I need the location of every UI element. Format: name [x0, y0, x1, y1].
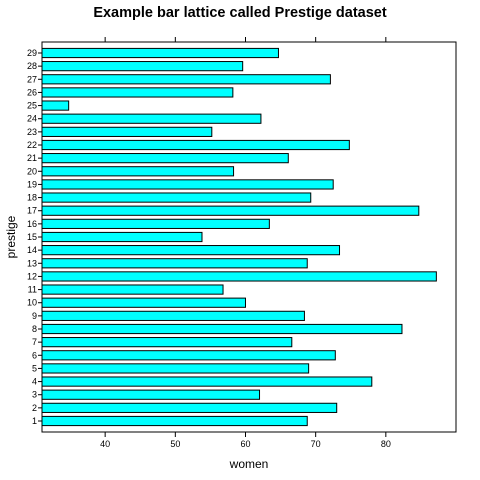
y-tick-label: 8 [32, 324, 37, 334]
y-tick-label: 22 [27, 140, 37, 150]
bar-27 [41, 74, 331, 85]
x-tick-label: 80 [381, 439, 391, 449]
y-tick-label: 6 [32, 350, 37, 360]
y-tick-label: 14 [27, 245, 37, 255]
bar-24 [41, 113, 262, 124]
bar-4 [41, 376, 373, 387]
y-tick-label: 13 [27, 258, 37, 268]
y-tick-label: 2 [32, 403, 37, 413]
bar-18 [41, 192, 312, 203]
bar-13 [41, 258, 308, 269]
y-tick-label: 21 [27, 153, 37, 163]
y-tick-label: 24 [27, 114, 37, 124]
y-tick-label: 9 [32, 311, 37, 321]
y-tick-label: 19 [27, 179, 37, 189]
y-tick-label: 20 [27, 166, 37, 176]
y-tick-label: 7 [32, 337, 37, 347]
bar-10 [41, 297, 246, 308]
y-tick-label: 29 [27, 48, 37, 58]
bar-19 [41, 179, 334, 190]
bar-23 [41, 126, 213, 137]
bar-20 [41, 166, 235, 177]
bar-3 [41, 389, 261, 400]
y-tick-label: 23 [27, 127, 37, 137]
y-tick-label: 18 [27, 193, 37, 203]
bar-14 [41, 245, 341, 256]
y-tick-label: 25 [27, 101, 37, 111]
x-tick-label: 40 [100, 439, 110, 449]
y-tick-label: 28 [27, 61, 37, 71]
bar-22 [41, 139, 350, 151]
y-tick-label: 17 [27, 206, 37, 216]
bar-9 [41, 310, 305, 321]
y-tick-label: 3 [32, 390, 37, 400]
bar-26 [41, 87, 234, 98]
bar-28 [41, 61, 244, 72]
x-tick-label: 70 [311, 439, 321, 449]
bar-16 [41, 218, 270, 229]
chart-title: Example bar lattice called Prestige data… [93, 5, 387, 21]
bar-21 [41, 153, 289, 164]
y-axis-label: prestige [4, 215, 18, 258]
y-tick-label: 10 [27, 298, 37, 308]
bar-6 [41, 350, 336, 361]
bar-2 [41, 402, 338, 413]
bar-11 [41, 284, 224, 295]
x-tick-label: 50 [170, 439, 180, 449]
y-tick-label: 11 [28, 285, 37, 295]
y-tick-label: 4 [32, 377, 37, 387]
y-axis-ticks: 1234567891011121314151617181920212223242… [27, 48, 42, 426]
bar-29 [41, 47, 279, 59]
y-tick-label: 15 [27, 232, 37, 242]
bar-5 [41, 363, 310, 374]
bar-25 [41, 100, 70, 111]
bar-8 [41, 323, 403, 335]
y-tick-label: 27 [27, 74, 37, 84]
bar-12 [41, 271, 437, 282]
bar-7 [41, 337, 293, 348]
x-axis-label: women [229, 457, 269, 471]
bar-15 [41, 231, 203, 243]
y-tick-label: 12 [27, 271, 37, 281]
bar-17 [41, 205, 420, 216]
x-tick-label: 60 [240, 439, 250, 449]
y-tick-label: 1 [32, 416, 37, 426]
y-tick-label: 26 [27, 87, 37, 97]
y-tick-label: 5 [32, 363, 37, 373]
bar-1 [41, 415, 308, 427]
y-tick-label: 16 [27, 219, 37, 229]
x-axis-ticks: 40 50 60 70 80 [100, 37, 391, 449]
bars-group [41, 47, 437, 427]
